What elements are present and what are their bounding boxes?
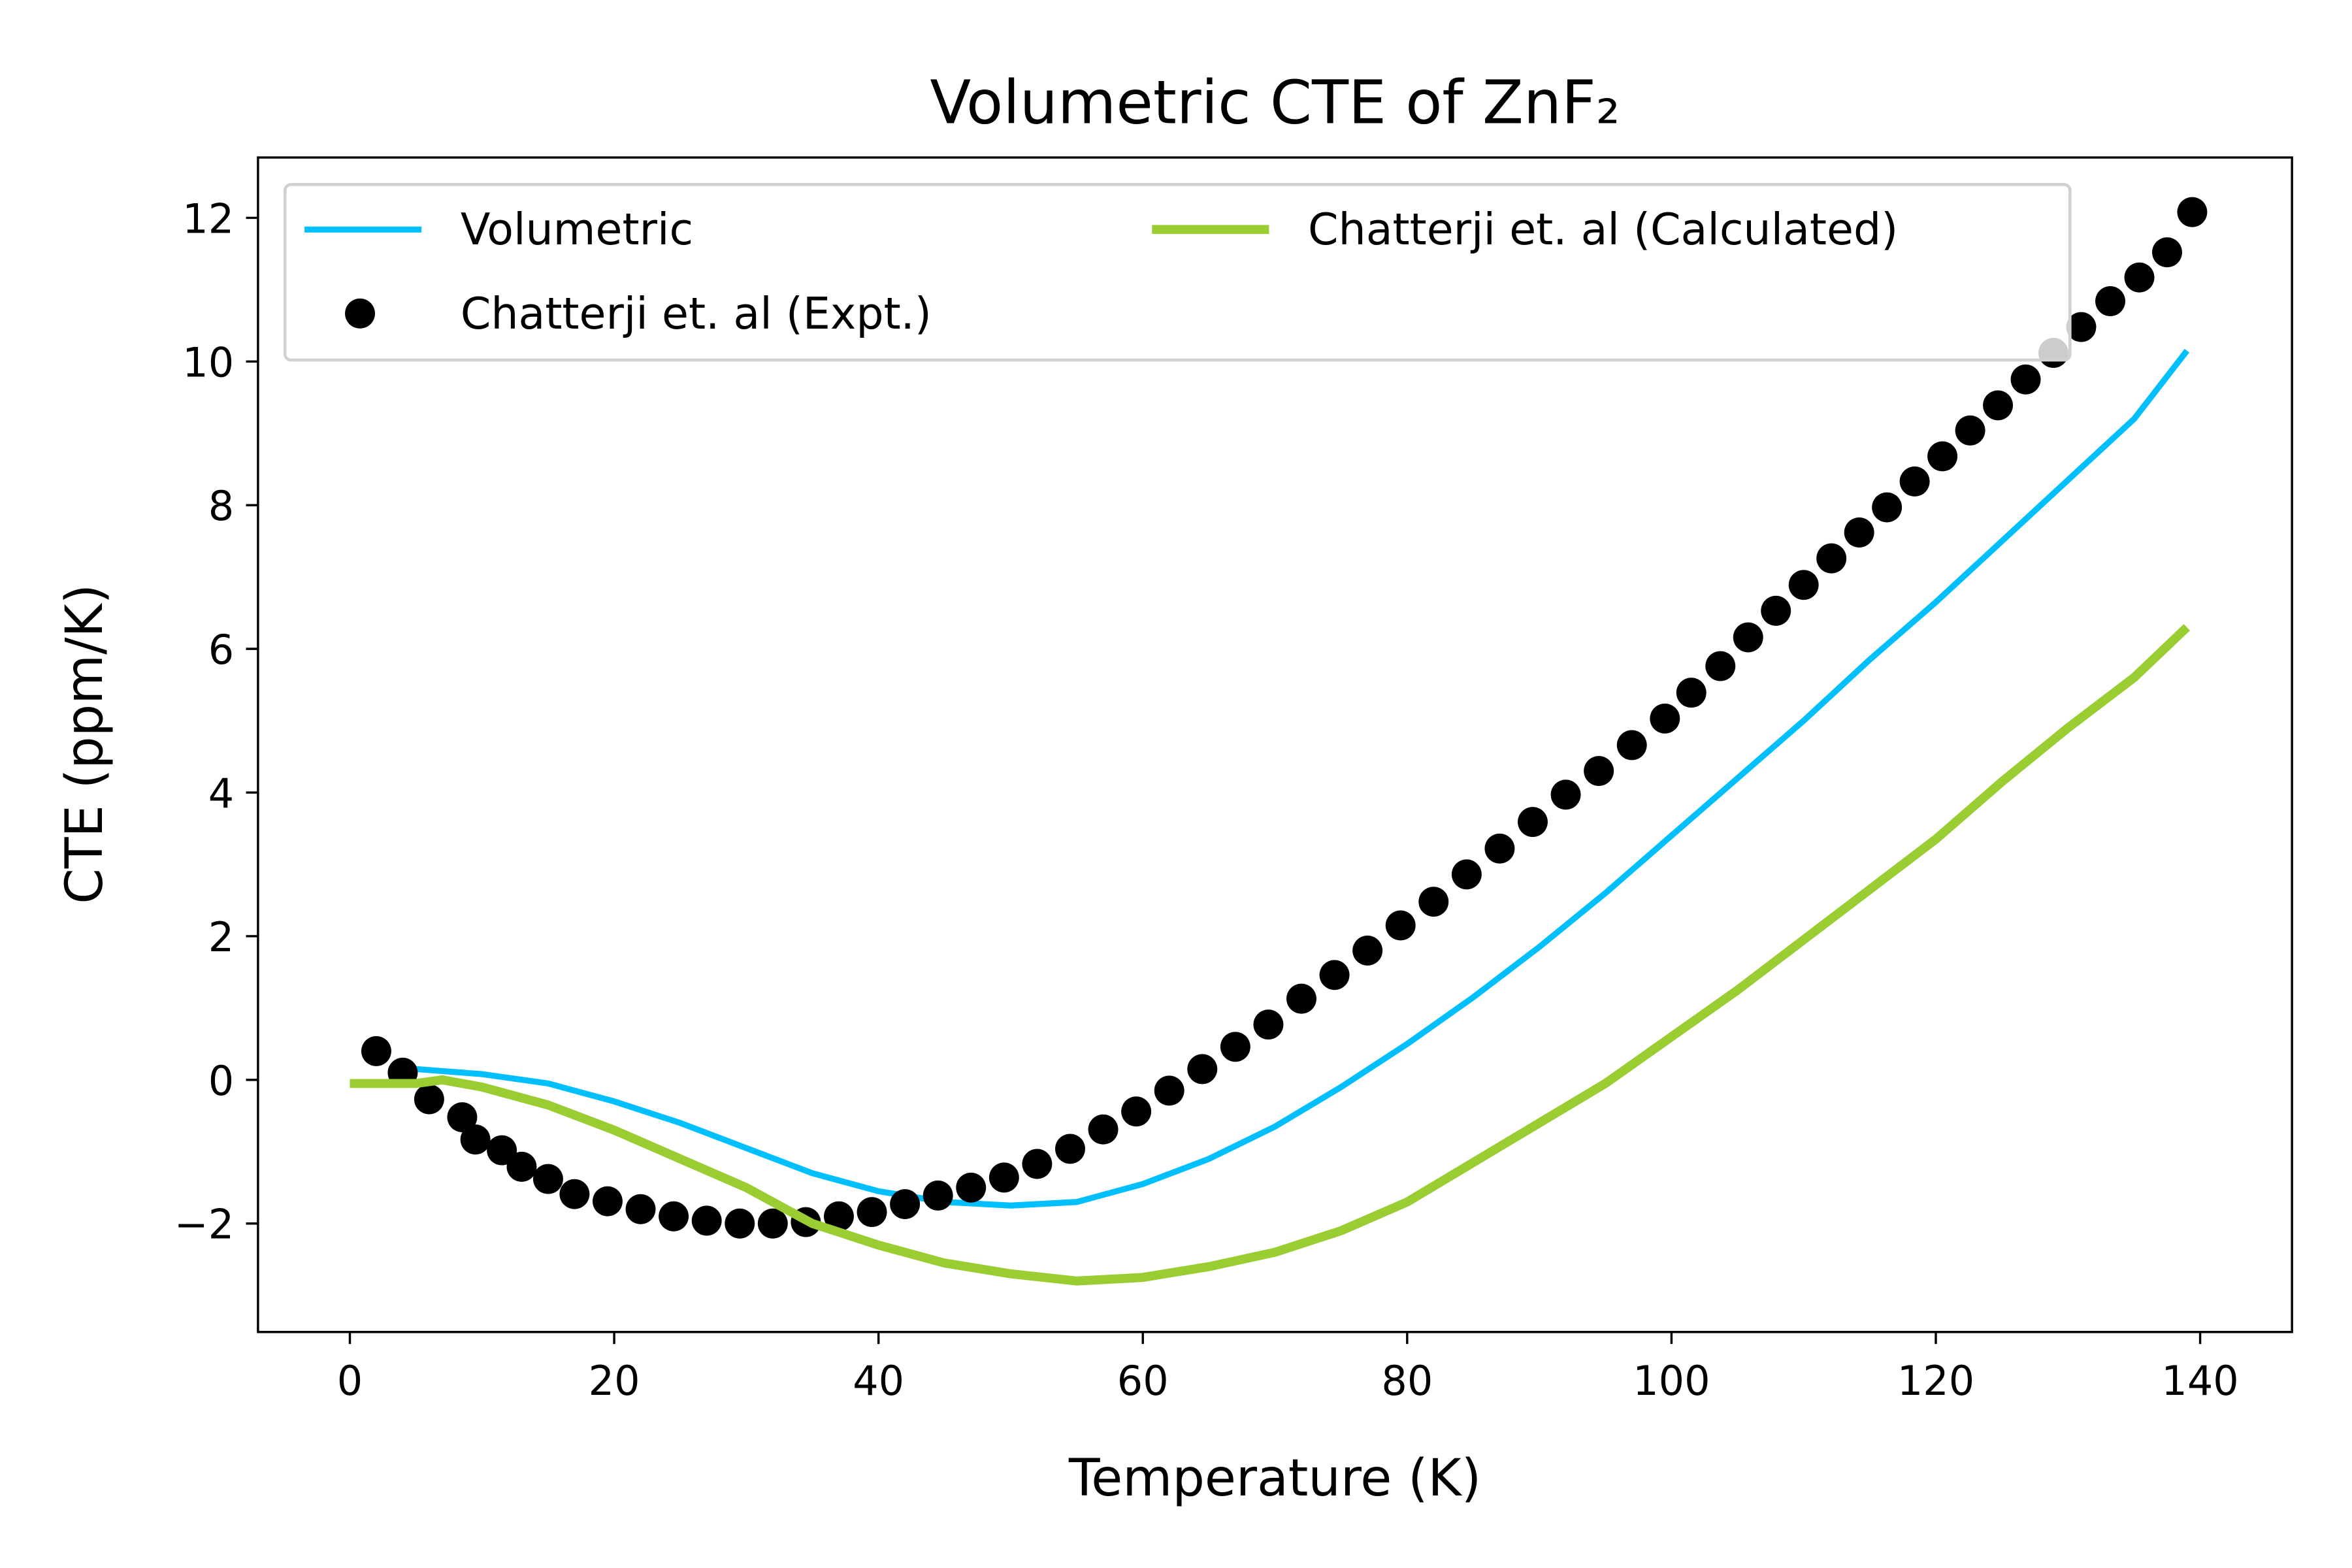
x-tick-label: 80 <box>1381 1357 1433 1405</box>
data-point <box>506 1151 537 1182</box>
data-line <box>350 624 2191 1286</box>
data-point <box>1616 730 1647 760</box>
data-point <box>532 1164 563 1194</box>
data-point <box>1484 833 1515 864</box>
data-point <box>2095 286 2125 316</box>
data-point <box>1385 910 1416 941</box>
x-tick-label: 100 <box>1633 1357 1710 1405</box>
data-point <box>824 1201 854 1232</box>
data-point <box>1788 570 1819 600</box>
data-point <box>923 1180 953 1211</box>
data-point <box>447 1102 478 1132</box>
data-point <box>1154 1075 1184 1106</box>
data-point <box>361 1036 391 1066</box>
y-tick-label: 10 <box>182 338 234 386</box>
x-tick-label: 0 <box>337 1357 363 1405</box>
data-point <box>2010 364 2041 395</box>
data-point <box>1584 756 1614 787</box>
data-point <box>757 1208 788 1239</box>
data-point <box>1650 703 1680 734</box>
data-point <box>2177 197 2208 227</box>
data-point <box>1927 441 1958 472</box>
data-point <box>460 1124 491 1155</box>
legend-label: Chatterji et. al (Calculated) <box>1308 204 1898 255</box>
y-tick-label: 0 <box>208 1057 234 1105</box>
x-tick-label: 40 <box>853 1357 904 1405</box>
data-point <box>1220 1032 1250 1062</box>
data-point <box>1055 1134 1085 1164</box>
x-axis-label: Temperature (K) <box>1068 1449 1481 1508</box>
data-point <box>1705 651 1736 681</box>
data-point <box>1816 543 1847 574</box>
data-point <box>487 1135 517 1166</box>
data-point <box>2152 237 2182 268</box>
data-point <box>725 1208 755 1239</box>
data-point <box>592 1186 623 1217</box>
data-point <box>890 1189 921 1220</box>
chart-title: Volumetric CTE of ZnF₂ <box>930 67 1620 137</box>
legend-marker <box>345 298 375 329</box>
data-line <box>416 349 2189 1209</box>
data-point <box>691 1205 722 1236</box>
data-point <box>956 1172 987 1203</box>
legend-label: Volumetric <box>461 204 693 255</box>
data-point <box>1286 983 1316 1014</box>
y-tick-label: 2 <box>208 913 234 961</box>
data-point <box>1983 390 2014 421</box>
y-tick-label: −2 <box>174 1201 234 1249</box>
data-point <box>559 1179 590 1209</box>
data-point <box>1761 595 1791 626</box>
data-point <box>1121 1096 1152 1127</box>
x-tick-label: 120 <box>1897 1357 1974 1405</box>
x-tick-label: 140 <box>2161 1357 2238 1405</box>
data-point <box>1319 960 1350 990</box>
data-point <box>1955 415 1985 446</box>
data-point <box>988 1162 1019 1193</box>
plot-frame <box>257 156 2293 1333</box>
data-point <box>1253 1009 1284 1040</box>
data-point <box>1352 935 1383 966</box>
data-point <box>1844 517 1874 547</box>
y-axis-label: CTE (ppm/K) <box>56 584 114 904</box>
data-point <box>2124 262 2155 293</box>
data-point <box>414 1084 444 1115</box>
data-point <box>1418 887 1449 917</box>
y-tick-label: 4 <box>208 770 234 817</box>
data-point <box>857 1197 887 1228</box>
data-point <box>1676 678 1707 708</box>
y-tick-label: 8 <box>208 482 234 530</box>
data-point <box>659 1201 689 1232</box>
y-tick-label: 6 <box>208 626 234 674</box>
legend-label: Chatterji et. al (Expt.) <box>461 288 932 339</box>
data-point <box>1550 779 1581 810</box>
data-point <box>1899 466 1930 497</box>
data-point <box>2066 312 2097 342</box>
data-point <box>1022 1149 1053 1179</box>
x-tick-label: 60 <box>1117 1357 1169 1405</box>
data-point <box>1088 1114 1119 1145</box>
data-point <box>1187 1054 1218 1085</box>
data-point <box>1451 859 1482 890</box>
data-point <box>1733 622 1763 653</box>
data-point <box>1872 492 1903 523</box>
data-point <box>625 1194 656 1224</box>
y-tick-label: 12 <box>182 195 234 242</box>
legend-box <box>283 183 2072 362</box>
data-point <box>1518 807 1548 838</box>
x-tick-label: 20 <box>589 1357 640 1405</box>
